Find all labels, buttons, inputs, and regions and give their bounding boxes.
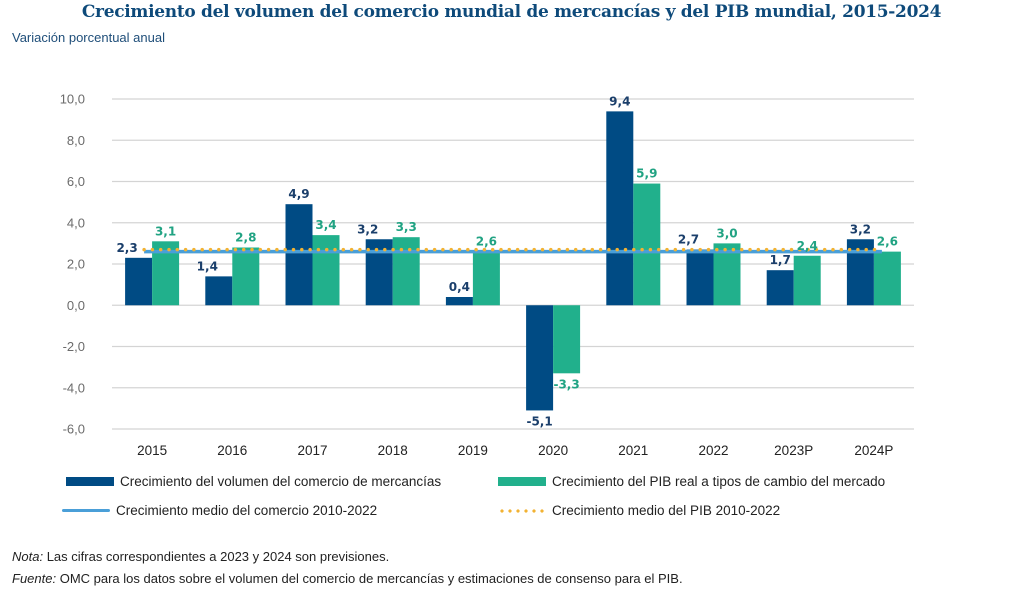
- data-label-trade-volume: 1,7: [770, 253, 791, 267]
- bar-gdp: [793, 255, 821, 306]
- chart-title: Crecimiento del volumen del comercio mun…: [81, 2, 942, 22]
- legend-swatch-gdp: [498, 477, 546, 486]
- data-label-gdp: 2,6: [877, 235, 898, 249]
- reference-lines: [142, 247, 884, 254]
- x-tick-label: 2024P: [854, 443, 893, 458]
- bar-trade-volume: [205, 276, 233, 306]
- legend-item-gdp-avg: Crecimiento medio del PIB 2010-2022: [498, 503, 780, 518]
- data-label-trade-volume: 1,4: [197, 259, 218, 273]
- data-label-gdp: 3,1: [155, 224, 176, 238]
- y-tick-label: -2,0: [63, 339, 85, 354]
- data-labels: 2,3 3,1 1,4 2,8 4,9 3,4 3,2 3,3 0,4 2,6 -5,1 -3,3 9,…: [116, 94, 898, 428]
- bar-trade-volume: [285, 204, 313, 306]
- y-tick-label: 6,0: [67, 174, 85, 189]
- y-axis-ticks: 10,0 8,0 6,0 4,0 2,0 0,0 -2,0 -4,0 -6,0: [60, 92, 85, 437]
- legend-swatch-trade-volume: [66, 477, 114, 486]
- data-label-trade-volume: 3,2: [850, 222, 871, 236]
- y-tick-label: -4,0: [63, 380, 85, 395]
- x-tick-label: 2020: [538, 443, 568, 458]
- bar-gdp: [232, 247, 260, 306]
- x-tick-label: 2017: [297, 443, 327, 458]
- data-label-gdp: 2,4: [797, 239, 818, 253]
- x-tick-label: 2018: [378, 443, 408, 458]
- x-axis-ticks: 2015 2016 2017 2018 2019 2020 2021 2022 2023P 202…: [137, 443, 893, 458]
- footnote-fuente: Fuente: OMC para los datos sobre el volu…: [12, 571, 683, 586]
- data-label-trade-volume: 0,4: [449, 280, 470, 294]
- data-label-trade-volume: 4,9: [288, 187, 309, 201]
- data-label-gdp: 3,3: [396, 220, 417, 234]
- y-tick-label: 2,0: [67, 257, 85, 272]
- data-label-trade-volume: 9,4: [609, 94, 630, 108]
- data-label-gdp: 2,6: [476, 235, 497, 249]
- bar-gdp: [312, 235, 340, 306]
- bar-trade-volume: [766, 270, 794, 306]
- data-label-gdp: 5,9: [636, 167, 657, 181]
- bar-chart: 10,0 8,0 6,0 4,0 2,0 0,0 -2,0 -4,0 -6,0 2,3 3,1 1,…: [60, 92, 914, 458]
- data-label-gdp: 2,8: [235, 231, 256, 245]
- fuente-text: OMC para los datos sobre el volumen del …: [56, 571, 683, 586]
- legend-label-gdp: Crecimiento del PIB real a tipos de camb…: [552, 474, 886, 489]
- y-tick-label: -6,0: [63, 422, 85, 437]
- legend-label-gdp-avg: Crecimiento medio del PIB 2010-2022: [552, 503, 781, 518]
- nota-text: Las cifras correspondientes a 2023 y 202…: [43, 549, 390, 564]
- legend-label-trade-avg: Crecimiento medio del comercio 2010-2022: [116, 503, 378, 518]
- legend-swatch-gdp-avg: [498, 508, 546, 513]
- legend-item-gdp: Crecimiento del PIB real a tipos de camb…: [498, 474, 885, 489]
- nota-label: Nota:: [12, 549, 44, 564]
- legend-swatch-trade-avg: [62, 509, 110, 512]
- legend-item-trade-avg: Crecimiento medio del comercio 2010-2022: [62, 503, 377, 518]
- x-tick-label: 2019: [458, 443, 488, 458]
- footnote-nota: Nota: Las cifras correspondientes a 2023…: [12, 549, 389, 564]
- data-label-trade-volume: 3,2: [357, 222, 378, 236]
- data-label-gdp: 3,0: [716, 226, 737, 240]
- data-label-gdp: -3,3: [553, 377, 579, 391]
- data-label-trade-volume: -5,1: [526, 414, 552, 428]
- x-tick-label: 2021: [618, 443, 648, 458]
- bar-gdp: [873, 251, 901, 306]
- bar-gdp: [713, 243, 741, 306]
- bar-gdp: [472, 251, 500, 306]
- data-label-trade-volume: 2,7: [678, 233, 699, 247]
- y-tick-label: 8,0: [67, 133, 85, 148]
- data-label-trade-volume: 2,3: [116, 241, 137, 255]
- bar-trade-volume: [125, 257, 153, 306]
- bar-gdp: [553, 305, 581, 374]
- y-tick-label: 4,0: [67, 215, 85, 230]
- fuente-label: Fuente:: [12, 571, 57, 586]
- bar-gdp: [633, 183, 661, 306]
- chart-subtitle: Variación porcentual anual: [12, 30, 165, 45]
- x-tick-label: 2023P: [774, 443, 813, 458]
- legend-item-trade-volume: Crecimiento del volumen del comercio de …: [66, 474, 441, 489]
- x-tick-label: 2022: [698, 443, 728, 458]
- bars: [125, 111, 901, 411]
- y-tick-label: 10,0: [60, 92, 85, 107]
- bar-trade-volume: [526, 305, 554, 411]
- bar-trade-volume: [445, 297, 473, 306]
- legend-label-trade-volume: Crecimiento del volumen del comercio de …: [120, 474, 442, 489]
- bar-trade-volume: [686, 249, 714, 306]
- data-label-gdp: 3,4: [315, 218, 336, 232]
- bar-gdp: [392, 237, 420, 306]
- x-tick-label: 2015: [137, 443, 167, 458]
- y-tick-label: 0,0: [67, 298, 85, 313]
- bar-trade-volume: [606, 111, 634, 306]
- x-tick-label: 2016: [217, 443, 247, 458]
